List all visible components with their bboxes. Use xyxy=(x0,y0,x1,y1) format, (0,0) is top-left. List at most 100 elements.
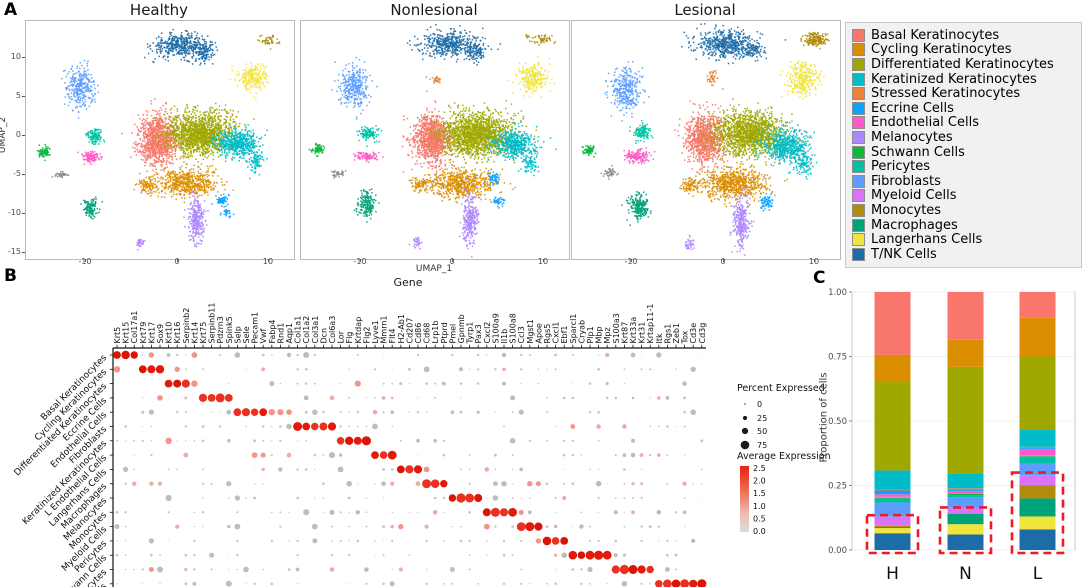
legend-swatch xyxy=(852,57,865,71)
legend-swatch xyxy=(852,233,865,247)
umap-title-healthy: Healthy xyxy=(129,1,189,19)
svg-text:Cd68: Cd68 xyxy=(423,323,432,344)
svg-text:Flg2: Flg2 xyxy=(362,327,371,344)
x-tick-label: -10 xyxy=(348,257,372,266)
svg-text:Flt4: Flt4 xyxy=(388,328,397,343)
svg-text:50: 50 xyxy=(757,427,767,436)
bar-segment xyxy=(874,470,911,490)
svg-text:H: H xyxy=(886,564,899,584)
svg-text:Rnd1: Rnd1 xyxy=(276,323,285,344)
bar-segment xyxy=(1019,529,1056,550)
svg-text:Itk: Itk xyxy=(655,333,664,343)
bar-segment xyxy=(874,292,911,355)
svg-text:Sox9: Sox9 xyxy=(156,324,165,344)
x-tick-label: -10 xyxy=(619,257,643,266)
svg-text:Col1a1: Col1a1 xyxy=(294,316,303,344)
svg-text:2.0: 2.0 xyxy=(753,477,766,486)
svg-text:Dcn: Dcn xyxy=(319,328,328,344)
stacked-bars xyxy=(874,292,1056,550)
legend-item: Schwann Cells xyxy=(852,145,1081,160)
svg-text:Krt10: Krt10 xyxy=(165,322,174,344)
svg-text:Krt5: Krt5 xyxy=(113,327,122,344)
panel-b-label: B xyxy=(4,266,17,286)
bar-segment xyxy=(874,498,911,503)
umap-title-lesional: Lesional xyxy=(674,1,736,19)
svg-text:L: L xyxy=(1033,564,1043,584)
svg-text:Krt87: Krt87 xyxy=(620,322,629,344)
svg-text:Krt17: Krt17 xyxy=(147,322,156,344)
svg-text:Cd3g: Cd3g xyxy=(698,323,707,344)
legend-swatch xyxy=(852,218,865,232)
legend-label: Differentiated Keratinocytes xyxy=(871,56,1054,72)
svg-text:1.5: 1.5 xyxy=(753,489,766,498)
bar-segment xyxy=(1019,446,1056,448)
svg-text:Flg: Flg xyxy=(345,332,354,344)
svg-text:Cd207: Cd207 xyxy=(405,318,414,344)
bar-segment xyxy=(874,497,911,499)
y-tick-label: 0 xyxy=(15,130,21,139)
legend-swatch xyxy=(852,43,865,57)
svg-text:Aqp1: Aqp1 xyxy=(285,323,294,344)
svg-text:Pecam1: Pecam1 xyxy=(251,312,260,344)
legend-swatch xyxy=(852,72,865,86)
legend-swatch xyxy=(852,130,865,144)
legend-item: Pericytes xyxy=(852,159,1081,174)
svg-text:Col6a3: Col6a3 xyxy=(328,316,337,344)
bar-segment xyxy=(874,490,911,495)
x-tick-mark xyxy=(452,259,453,262)
umap-plot-nonlesional xyxy=(300,20,570,260)
bar-segment xyxy=(874,525,911,528)
svg-text:Krt14: Krt14 xyxy=(190,322,199,344)
legend-item: Melanocytes xyxy=(852,130,1081,145)
svg-text:Sele: Sele xyxy=(242,326,251,343)
y-tick-label: -10 xyxy=(7,208,21,217)
svg-text:Pmel: Pmel xyxy=(448,324,457,344)
y-tick-label: -5 xyxy=(13,169,21,178)
svg-text:0.00: 0.00 xyxy=(828,546,847,556)
svg-text:1.0: 1.0 xyxy=(753,502,766,511)
svg-text:Average Expression: Average Expression xyxy=(737,451,831,462)
bar-segment xyxy=(947,489,984,491)
legend-swatch xyxy=(852,189,865,203)
svg-text:Krt75: Krt75 xyxy=(199,322,208,344)
svg-text:Pax3: Pax3 xyxy=(474,324,483,343)
legend-label: Cycling Keratinocytes xyxy=(871,42,1012,58)
bar-segment xyxy=(1019,448,1056,456)
bar-segment xyxy=(1019,516,1056,530)
svg-text:Sparcl1: Sparcl1 xyxy=(569,314,578,344)
umap-plot-lesional xyxy=(571,20,841,260)
svg-text:N: N xyxy=(959,564,972,584)
legend-item: Langerhans Cells xyxy=(852,232,1081,247)
legend-label: Melanocytes xyxy=(871,129,953,145)
bar-segment xyxy=(874,496,911,498)
highlight-boxes xyxy=(865,471,1065,555)
svg-text:Serpinb2: Serpinb2 xyxy=(182,308,191,344)
svg-text:Ccl3: Ccl3 xyxy=(517,326,526,343)
umap-plot-healthy xyxy=(25,20,295,260)
svg-text:Spink5: Spink5 xyxy=(225,316,234,343)
svg-text:Pdzrn3: Pdzrn3 xyxy=(216,316,225,343)
bar-segment xyxy=(874,354,911,383)
umap-title-nonlesional: Nonlesional xyxy=(390,1,478,19)
svg-text:Cd3e: Cd3e xyxy=(689,323,698,344)
svg-text:Cxcl2: Cxcl2 xyxy=(483,322,492,344)
bar-segment xyxy=(874,502,911,517)
svg-text:Krt31: Krt31 xyxy=(638,322,647,344)
svg-text:Mmrn1: Mmrn1 xyxy=(380,315,389,343)
svg-text:Krtap11-1: Krtap11-1 xyxy=(646,304,655,344)
x-tick-mark xyxy=(360,259,361,262)
svg-text:Serpinb11: Serpinb11 xyxy=(208,303,217,344)
bar-segment xyxy=(1019,292,1056,318)
bar-segment xyxy=(947,339,984,367)
bar-segment xyxy=(874,382,911,471)
svg-text:Ptprd: Ptprd xyxy=(440,322,449,343)
svg-text:Plp1: Plp1 xyxy=(586,326,595,343)
legend-item: Monocytes xyxy=(852,203,1081,218)
svg-text:0.25: 0.25 xyxy=(828,482,847,492)
x-tick-label: -10 xyxy=(73,257,97,266)
bar-segment xyxy=(947,524,984,535)
